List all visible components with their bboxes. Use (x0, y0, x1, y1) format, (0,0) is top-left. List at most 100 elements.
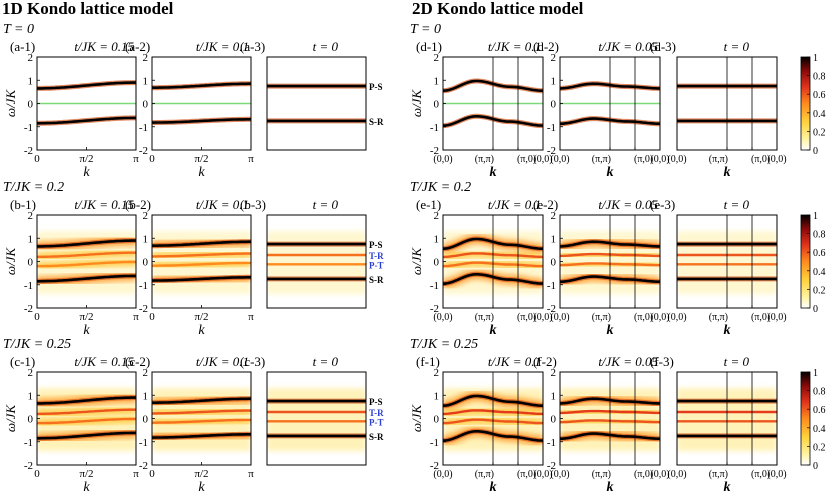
x-tick-label: π (248, 311, 254, 323)
x-tick-label: 0 (34, 468, 40, 480)
band-label: P-S (369, 82, 383, 92)
x-tick-label: π (248, 468, 254, 480)
panel-c-1: 210-1-20 π/2 πkω/JK(c-1) t/JK = 0.15 (3, 354, 139, 495)
colorbar-tick-label: 1 (813, 368, 818, 379)
y-tick-label: 1 (143, 233, 149, 245)
band-line (152, 418, 251, 424)
colorbar-tick-label: 0.4 (813, 424, 826, 435)
y-tick-label: 2 (143, 210, 149, 222)
band-line (37, 396, 136, 405)
plot-area (37, 388, 136, 452)
plot-frame (266, 214, 367, 309)
panel-title: t/JK = 0.1 (488, 354, 541, 369)
y-axis-label: ω/JK (409, 404, 424, 433)
x-tick-label: (0,0) (433, 154, 452, 165)
x-tick-label: (π,π) (592, 469, 611, 480)
panel-title: t = 0 (313, 39, 339, 54)
x-tick-label: (0,0) (533, 469, 552, 480)
x-axis-label: k (490, 165, 497, 180)
row-temp-label: T/JK = 0.2 (410, 180, 471, 195)
band-line (152, 409, 251, 415)
panel-tag: (c-2) (125, 354, 150, 369)
band-label: S-R (369, 117, 384, 127)
colorbar-gradient (800, 214, 811, 309)
y-tick-label: -1 (139, 280, 148, 292)
panel-title: t/JK = 0.15 (74, 197, 134, 212)
colorbar-tick-label: 0.4 (813, 109, 826, 120)
y-tick-label: 2 (551, 210, 557, 222)
plot-area (267, 388, 366, 452)
colorbar-tick-label: 0.8 (813, 72, 826, 83)
plot-area (152, 231, 251, 295)
y-tick-label: -2 (139, 303, 148, 315)
x-tick-label: (0,0) (667, 469, 686, 480)
y-tick-label: 0 (28, 99, 34, 111)
y-tick-label: 0 (143, 99, 149, 111)
colorbar: 1 0.8 0.6 0.4 0.2 0 (800, 53, 826, 157)
y-tick-label: 0 (28, 257, 34, 269)
x-tick-label: π (133, 311, 139, 323)
colorbar-tick-label: 0 (813, 461, 818, 472)
panel-b-3: (b-3) t = 0 P-ST-RP-T S-R (240, 197, 384, 309)
panel-title: t/JK = 0.1 (196, 197, 249, 212)
x-tick-label: (π,0) (634, 469, 653, 480)
x-tick-label: (π,0) (517, 154, 536, 165)
x-tick-label: (0,0) (650, 154, 669, 165)
panel-b-2: 210-1-20 π/2 πk(b-2) t/JK = 0.1 (125, 197, 254, 338)
colorbar-tick-label: 1 (813, 53, 818, 64)
x-tick-label: (0,0) (667, 312, 686, 323)
band-label: P-S (369, 240, 383, 250)
x-tick-label: π/2 (194, 153, 208, 165)
panel-tag: (c-1) (10, 354, 35, 369)
y-tick-label: 1 (143, 390, 149, 402)
panel-tag: (e-2) (533, 197, 558, 212)
band-line (37, 417, 136, 425)
x-axis-label: k (198, 480, 205, 495)
y-tick-label: -1 (139, 437, 148, 449)
x-axis-label: k (490, 323, 497, 338)
x-tick-label: π (133, 153, 139, 165)
panel-tag: (b-1) (10, 197, 36, 212)
band-line (152, 252, 251, 258)
x-tick-label: π/2 (194, 311, 208, 323)
y-tick-label: 1 (434, 75, 440, 87)
y-tick-label: -1 (24, 122, 33, 134)
y-tick-label: -1 (547, 280, 556, 292)
band-line (152, 276, 251, 282)
x-tick-label: π (133, 468, 139, 480)
y-tick-label: 1 (551, 75, 557, 87)
y-tick-label: -2 (430, 460, 439, 472)
x-tick-label: (0,0) (533, 154, 552, 165)
band-line (152, 240, 251, 247)
x-tick-label: (π,π) (592, 154, 611, 165)
band-label: T-R (369, 408, 384, 418)
y-tick-label: 1 (143, 75, 149, 87)
y-tick-label: -1 (24, 437, 33, 449)
x-tick-label: (π,π) (592, 312, 611, 323)
y-tick-label: -2 (24, 460, 33, 472)
x-tick-label: (π,0) (517, 312, 536, 323)
x-axis-label: k (198, 165, 205, 180)
y-tick-label: 1 (28, 75, 34, 87)
x-tick-label: (0,0) (550, 154, 569, 165)
panel-f-3: (0,0) (π,π) (π,0)(0,0)k(f-3) t = 0 (650, 354, 787, 495)
row-temp-label: T = 0 (3, 22, 34, 37)
panel-title: t = 0 (724, 354, 750, 369)
panel-title: t/JK = 0.1 (196, 354, 249, 369)
x-tick-label: (π,0) (751, 154, 770, 165)
x-tick-label: (π,π) (709, 312, 728, 323)
y-tick-label: 1 (551, 233, 557, 245)
y-tick-label: -1 (547, 122, 556, 134)
colorbar-tick-label: 0.8 (813, 230, 826, 241)
x-tick-label: 0 (149, 468, 155, 480)
y-tick-label: 1 (551, 390, 557, 402)
plot-area (152, 388, 251, 452)
x-axis-label: k (724, 165, 731, 180)
y-axis-label: ω/JK (409, 247, 424, 276)
panel-tag: (f-1) (416, 354, 440, 369)
plot-area (37, 231, 136, 295)
colorbar-tick-label: 0 (813, 146, 818, 157)
header-2d: 2D Kondo lattice model (412, 0, 584, 18)
panel-a-2: 210-1-20 π/2 πk(a-2) t/JK = 0.1 (125, 39, 254, 180)
x-tick-label: (π,0) (634, 154, 653, 165)
